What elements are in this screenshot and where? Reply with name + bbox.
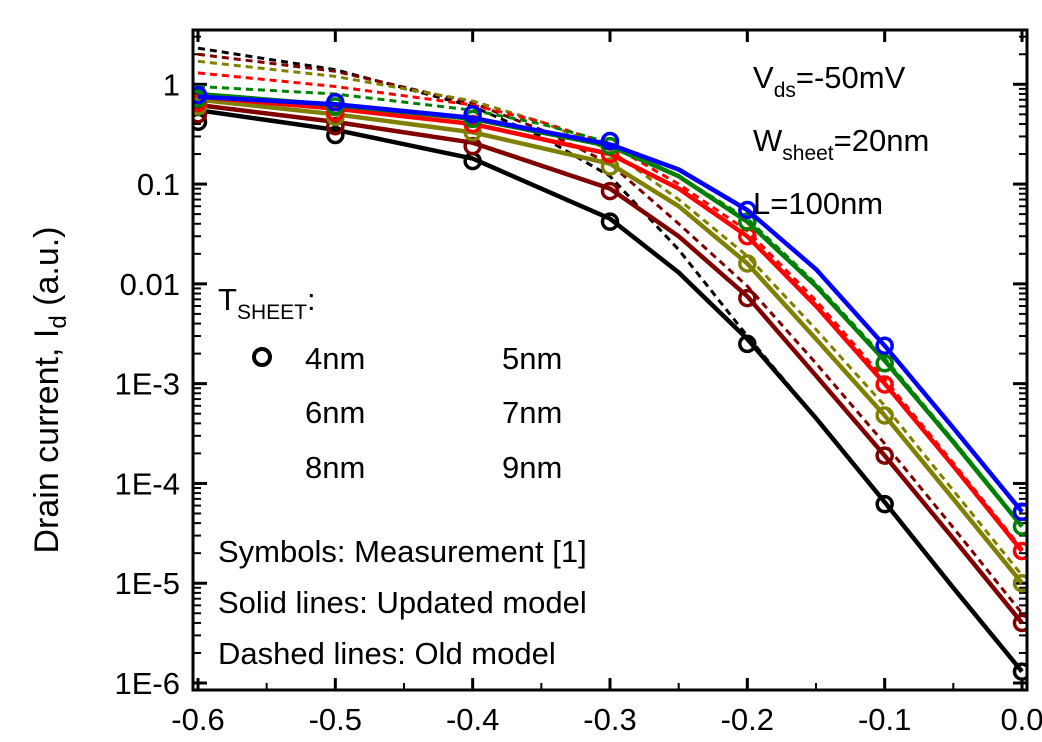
old-model-line-7nm — [197, 71, 1024, 550]
updated-model-line-5nm — [197, 102, 1024, 625]
legend-entry-8nm: 8nm — [305, 450, 365, 485]
old-model-line-6nm — [197, 59, 1024, 577]
measurement-point-6nm — [738, 254, 757, 273]
y-tick-label: 1 — [163, 67, 180, 102]
x-tick-label: -0.2 — [721, 702, 774, 737]
y-tick-label: 1E-6 — [115, 666, 180, 701]
updated-model-line-4nm — [197, 107, 1024, 674]
y-tick-label: 1E-5 — [115, 566, 180, 601]
measurement-point-4nm — [326, 125, 345, 145]
measurement-point-4nm — [1012, 662, 1027, 681]
measurement-point-7nm — [875, 375, 894, 394]
axis-tick-labels: -0.6 -0.5 -0.4 -0.3 -0.2 -0.1 0.0 1E-6 1E-5 1E-4 1… — [115, 67, 1042, 737]
x-tick-label: 0.0 — [1000, 702, 1042, 737]
legend-title: TSHEET: — [218, 282, 316, 324]
legend-entry-9nm: 9nm — [502, 450, 562, 485]
legend-entry-6nm: 6nm — [305, 395, 365, 430]
measurement-point-4nm — [738, 334, 757, 354]
legend: TSHEET: 4nm 5nm 6nm 7nm 8nm 9nm — [218, 282, 562, 485]
solid-lines-note: Solid lines: Updated model — [218, 585, 587, 620]
measurement-point-8nm — [738, 212, 757, 231]
x-tick-label: -0.4 — [446, 702, 499, 737]
measurement-point-5nm — [600, 181, 620, 201]
dashed-lines-note: Dashed lines: Old model — [218, 636, 556, 671]
symbols-note: Symbols: Measurement [1] — [218, 534, 587, 569]
y-axis-title: Drain current, Id (a.u.) — [28, 226, 72, 553]
updated-model-line-6nm — [197, 97, 1024, 585]
wsheet-annotation: Wsheet=20nm — [753, 123, 929, 165]
y-tick-label: 0.1 — [137, 167, 180, 202]
legend-entry-7nm: 7nm — [502, 395, 562, 430]
updated-model-line-7nm — [197, 94, 1024, 553]
measurement-point-7nm — [1012, 541, 1027, 561]
measurement-point-6nm — [600, 157, 620, 176]
measurement-point-5nm — [738, 288, 757, 308]
measurement-point-9nm — [1012, 502, 1027, 522]
measurement-point-4nm — [875, 494, 894, 514]
length-annotation: L=100nm — [753, 186, 883, 221]
measurement-point-8nm — [875, 354, 894, 373]
measurement-point-9nm — [600, 131, 620, 151]
legend-entry-4nm: 4nm — [305, 341, 365, 376]
legend-entry-5nm: 5nm — [502, 341, 562, 376]
measurement-point-6nm — [1012, 573, 1027, 593]
measurement-point-9nm — [326, 93, 345, 112]
measurement-point-5nm — [875, 446, 894, 465]
series-9nm — [193, 85, 1027, 522]
x-tick-label: -0.6 — [171, 702, 224, 737]
x-tick-label: -0.1 — [858, 702, 911, 737]
x-tick-label: -0.5 — [309, 702, 362, 737]
vds-annotation: Vds=-50mV — [753, 60, 906, 102]
measurement-point-6nm — [875, 406, 894, 425]
measurement-point-9nm — [463, 105, 482, 124]
x-tick-label: -0.3 — [583, 702, 636, 737]
measurement-point-9nm — [875, 336, 894, 355]
y-tick-label: 0.01 — [120, 267, 180, 302]
measurement-point-5nm — [1012, 613, 1027, 633]
measurement-point-9nm — [738, 200, 757, 220]
updated-model-line-9nm — [197, 94, 1024, 514]
plot-frame — [191, 28, 1029, 692]
legend-marker-4nm — [252, 347, 272, 367]
y-tick-label: 1E-3 — [115, 367, 180, 402]
measurement-point-9nm — [193, 85, 208, 105]
series-layer — [193, 46, 1027, 681]
y-tick-label: 1E-4 — [115, 466, 180, 501]
measurement-point-4nm — [600, 212, 620, 231]
